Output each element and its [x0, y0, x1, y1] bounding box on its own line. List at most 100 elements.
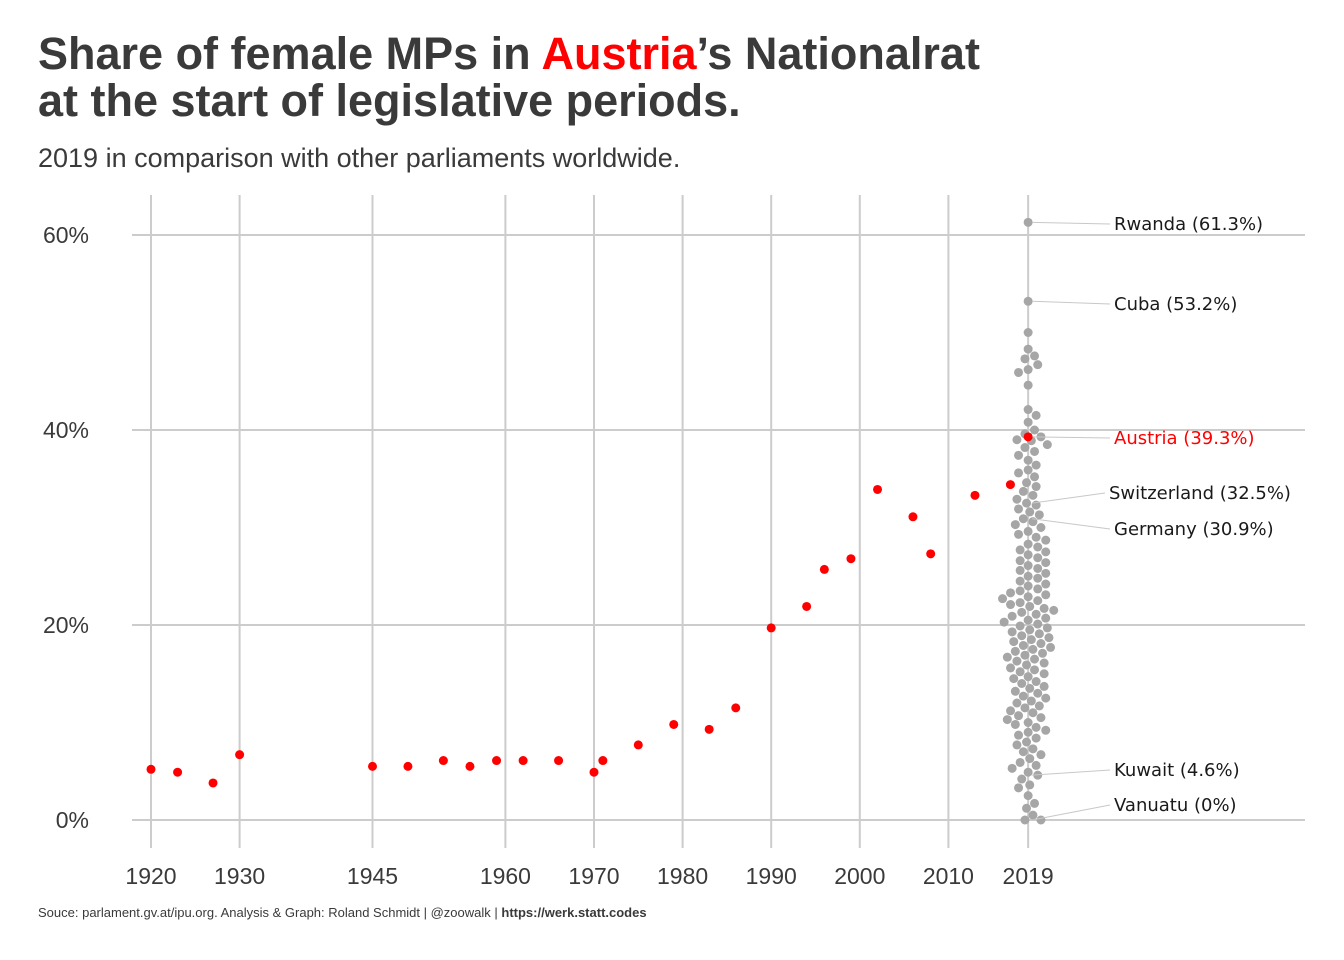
- world-2019-point: [1012, 740, 1022, 750]
- world-2019-point: [1036, 523, 1046, 532]
- austria-point-2019: [1023, 432, 1033, 442]
- world-2019-point: [1023, 727, 1033, 737]
- world-2019-point: [1034, 629, 1044, 639]
- title-line2: at the start of legislative periods.: [38, 75, 741, 126]
- caption-link[interactable]: https://werk.statt.codes: [501, 905, 647, 920]
- austria-point-1999: [846, 554, 856, 564]
- leader-line-2: [1032, 436, 1111, 439]
- world-2019-point: [1031, 482, 1041, 492]
- world-2019-point: [1020, 354, 1030, 364]
- world-2019-point: [1033, 563, 1043, 573]
- austria-point-1956: [465, 761, 475, 771]
- x-tick-label-1990: 1990: [746, 863, 797, 889]
- world-2019-point: [1023, 615, 1033, 625]
- world-2019-point: [1033, 553, 1043, 563]
- world-2019-point: [1023, 465, 1033, 475]
- world-2019-point: [1030, 472, 1040, 482]
- world-2019-point: [1014, 783, 1024, 793]
- world-2019-point: [1018, 640, 1028, 650]
- austria-series: [146, 432, 1033, 788]
- world-2019-point: [999, 617, 1009, 627]
- austria-point-1920: [146, 764, 156, 774]
- world-2019-point: [1022, 498, 1032, 508]
- world-2019-point: [1023, 328, 1033, 337]
- world-2019-point: [1028, 490, 1038, 500]
- title-line1-post: ’s Nationalrat: [696, 28, 980, 79]
- world-2019-point: [1031, 460, 1041, 470]
- world-2019-point: [1023, 718, 1033, 727]
- world-2019-point: [1033, 619, 1043, 629]
- world-2019-point: [1012, 656, 1022, 666]
- world-2019-point: [1006, 706, 1016, 716]
- world-2019-point: [1023, 380, 1033, 390]
- world-2019-point: [1012, 435, 1022, 445]
- austria-point-1983: [704, 724, 714, 734]
- annotation-label-6: Vanuatu (0%): [1114, 795, 1237, 816]
- world-2019-point: [1014, 468, 1024, 478]
- axis-tick-labels: 1920 1930 1945 1960 1970 1980 1990 2000 2010 2019…: [43, 222, 1054, 889]
- world-2019-point: [1025, 601, 1035, 611]
- world-2019-point: [1012, 698, 1022, 708]
- chart-subtitle: 2019 in comparison with other parliament…: [38, 143, 681, 173]
- world-2019-point: [1017, 607, 1027, 617]
- grid-lines: [132, 195, 1305, 848]
- x-tick-label-1960: 1960: [480, 863, 531, 889]
- austria-point-1996: [819, 564, 829, 574]
- world-2019-point: [1033, 360, 1043, 370]
- austria-point-1990: [766, 623, 776, 633]
- world-2019-point: [1025, 754, 1035, 764]
- world-2019-point: [1007, 763, 1017, 773]
- austria-point-1966: [554, 756, 564, 766]
- austria-point-1979: [669, 719, 679, 729]
- world-2019-point: [1015, 757, 1025, 767]
- world-2019-point: [1002, 652, 1012, 662]
- world-2019-point: [1034, 701, 1044, 711]
- world-2019-point: [1033, 573, 1043, 583]
- world-2019-point: [1028, 708, 1038, 718]
- world-2019-point: [1028, 744, 1038, 754]
- x-tick-label-2010: 2010: [923, 863, 974, 889]
- source-caption: Souce: parlament.gv.at/ipu.org. Analysis…: [38, 905, 647, 920]
- world-2019-point: [1041, 547, 1051, 557]
- world-2019-point: [1031, 609, 1041, 619]
- x-tick-label-1945: 1945: [347, 863, 398, 889]
- world-2019-point: [1018, 514, 1028, 524]
- world-2019-point: [1039, 669, 1049, 679]
- world-2019-point: [1006, 663, 1016, 673]
- world-2019-point: [998, 594, 1008, 604]
- austria-point-1971: [598, 756, 608, 766]
- austria-point-1970: [589, 767, 599, 777]
- leader-line-3: [1032, 492, 1106, 504]
- austria-point-2017: [1005, 480, 1015, 490]
- world-2019-point: [1015, 556, 1025, 566]
- world-2019-point: [1014, 367, 1024, 377]
- title-line1-pre: Share of female MPs in: [38, 28, 542, 79]
- world-2019-point: [1020, 650, 1030, 660]
- world-2019-point: [1006, 588, 1016, 598]
- world-2019-point: [1023, 539, 1033, 549]
- world-2019-point: [1023, 526, 1033, 536]
- world-2019-point: [1017, 631, 1027, 641]
- world-2019-point: [1044, 633, 1054, 643]
- world-2019-point: [1015, 576, 1025, 586]
- world-2019-point: [1023, 344, 1033, 354]
- annotation-labels: Rwanda (61.3%) Cuba (53.2%) Austria (39.3%…: [1109, 214, 1291, 816]
- world-2019-point: [1041, 535, 1051, 545]
- world-2019-point: [1015, 667, 1025, 677]
- x-tick-label-1920: 1920: [125, 863, 176, 889]
- world-2019-point: [1007, 611, 1017, 621]
- world-2019-point: [1023, 365, 1033, 375]
- leader-line-5: [1032, 769, 1111, 776]
- austria-point-1959: [492, 756, 502, 766]
- y-tick-label-20: 20%: [43, 612, 89, 638]
- world-2019-point: [1010, 686, 1020, 696]
- world-2019-point: [1023, 767, 1033, 777]
- annotation-label-3: Switzerland (32.5%): [1109, 483, 1291, 504]
- austria-point-1953: [438, 756, 448, 766]
- world-2019-point: [1023, 550, 1033, 560]
- world-2019-point: [1002, 715, 1012, 725]
- world-2019-point: [1014, 504, 1024, 514]
- leader-line-4: [1032, 518, 1111, 530]
- austria-point-2002: [873, 484, 883, 494]
- world-2019-point: [1023, 791, 1033, 801]
